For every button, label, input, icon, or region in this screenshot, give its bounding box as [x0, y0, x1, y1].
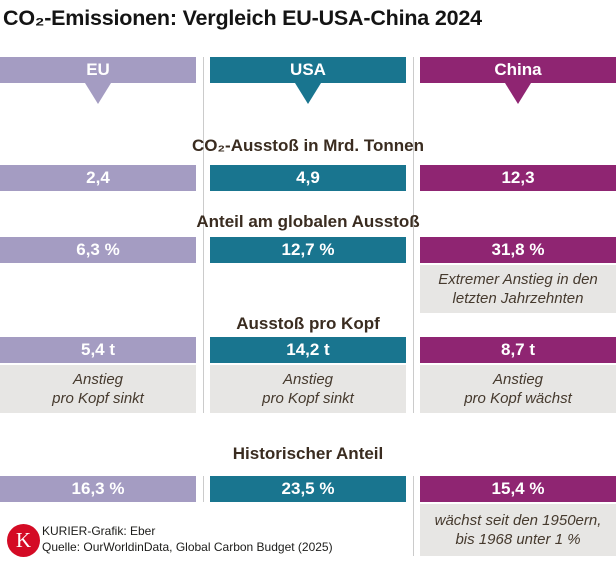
page-title: CO₂-Emissionen: Vergleich EU-USA-China 2… [3, 6, 482, 30]
value-bar-eu-percapita: 5,4 t [0, 337, 196, 363]
value-bar-china-emissions: 12,3 [420, 165, 616, 191]
note-usa-percapita: Anstieg pro Kopf sinkt [210, 365, 406, 413]
column-divider [202, 476, 204, 502]
value-bar-usa-historical: 23,5 % [210, 476, 406, 502]
value-bar-eu-share: 6,3 % [0, 237, 196, 263]
value-bar-eu-emissions: 2,4 [0, 165, 196, 191]
legend-usa-label: USA [290, 60, 326, 79]
pointer-down-icon [295, 83, 321, 104]
value-usa-percapita: 14,2 t [286, 340, 330, 359]
kurier-logo-letter: K [15, 528, 32, 552]
value-eu-emissions: 2,4 [86, 168, 110, 187]
column-divider [412, 476, 414, 556]
value-bar-eu-historical: 16,3 % [0, 476, 196, 502]
value-eu-share: 6,3 % [76, 240, 120, 259]
source-line: Quelle: OurWorldinData, Global Carbon Bu… [42, 540, 333, 554]
graphic-credit: KURIER-Grafik: Eber [42, 524, 156, 538]
section-title-historical: Historischer Anteil [232, 444, 384, 463]
pointer-down-icon [505, 83, 531, 104]
note-china-share: Extremer Anstieg in den letzten Jahrzehn… [420, 265, 616, 313]
column-divider [202, 57, 204, 413]
value-bar-china-share: 31,8 % [420, 237, 616, 263]
legend-eu: EU [0, 57, 196, 83]
legend-china-label: China [494, 60, 542, 79]
section-title-per-capita: Ausstoß pro Kopf [236, 314, 380, 333]
value-china-percapita: 8,7 t [500, 340, 536, 359]
value-bar-usa-share: 12,7 % [210, 237, 406, 263]
note-eu-percapita: Anstieg pro Kopf sinkt [0, 365, 196, 413]
value-china-historical: 15,4 % [491, 479, 545, 498]
section-title-emissions: CO₂-Ausstoß in Mrd. Tonnen [192, 136, 424, 155]
value-china-share: 31,8 % [491, 240, 545, 259]
pointer-down-icon [85, 83, 111, 104]
value-eu-percapita: 5,4 t [80, 340, 116, 359]
value-eu-historical: 16,3 % [71, 479, 125, 498]
value-bar-china-historical: 15,4 % [420, 476, 616, 502]
section-title-global-share: Anteil am globalen Ausstoß [196, 212, 420, 231]
value-china-emissions: 12,3 [501, 168, 535, 187]
value-usa-historical: 23,5 % [281, 479, 335, 498]
legend-china: China [420, 57, 616, 83]
legend-usa: USA [210, 57, 406, 83]
value-usa-emissions: 4,9 [296, 168, 320, 187]
column-divider [412, 57, 414, 413]
value-usa-share: 12,7 % [281, 240, 335, 259]
kurier-logo: K [7, 524, 40, 557]
value-bar-usa-percapita: 14,2 t [210, 337, 406, 363]
value-bar-china-percapita: 8,7 t [420, 337, 616, 363]
legend-eu-label: EU [86, 60, 110, 79]
footer-credit: KURIER-Grafik: Eber Quelle: OurWorldinDa… [42, 523, 333, 555]
note-china-historical: wächst seit den 1950ern, bis 1968 unter … [420, 504, 616, 556]
value-bar-usa-emissions: 4,9 [210, 165, 406, 191]
note-china-percapita: Anstieg pro Kopf wächst [420, 365, 616, 413]
